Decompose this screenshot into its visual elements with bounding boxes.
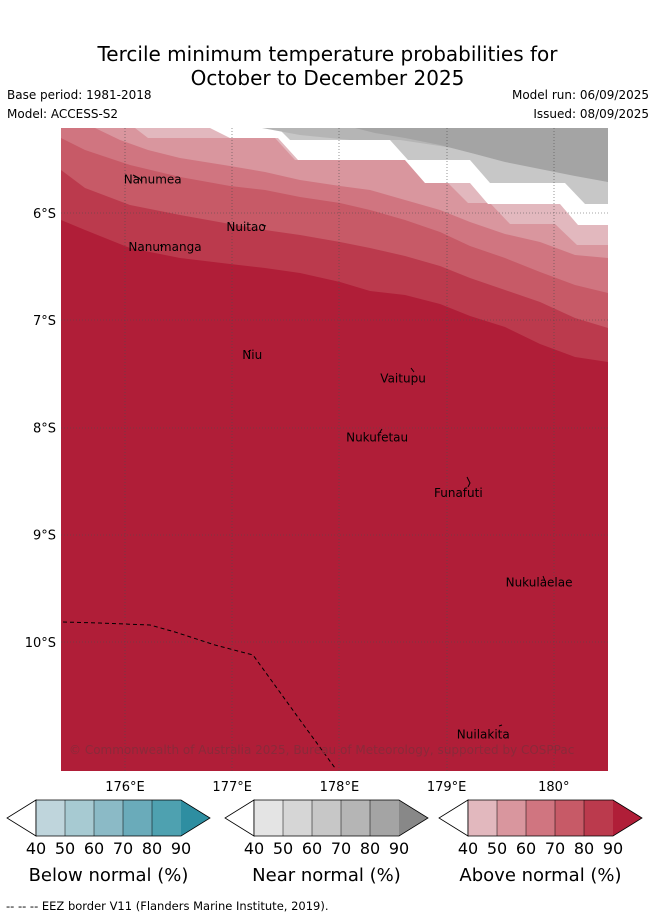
colorbar-max-extend <box>399 800 428 836</box>
colorbar-min-extend <box>6 799 37 837</box>
colorbar-tick-label: 90 <box>171 839 191 858</box>
colorbar-max-extend <box>613 800 642 836</box>
colorbar-segment <box>584 800 613 836</box>
latitude-labels: 6°S 7°S 8°S 9°S 10°S <box>25 207 56 651</box>
colorbar-min-extend <box>224 799 255 837</box>
colorbar-segment <box>312 800 341 836</box>
graticule <box>61 128 608 771</box>
eez-legend: -- -- -- EEZ border V11 (Flanders Marine… <box>6 899 329 913</box>
colorbar-segment <box>468 800 497 836</box>
place-label: Funafuti <box>434 486 483 500</box>
place-label: Nanumanga <box>128 240 201 254</box>
issued-date: Issued: 08/09/2025 <box>533 107 649 121</box>
colorbar-segment <box>94 800 123 836</box>
colorbar-title: Below normal (%) <box>29 865 189 886</box>
lat-tick-label: 6°S <box>33 207 56 222</box>
colorbar-tick-label: 80 <box>142 839 162 858</box>
model-run: Model run: 06/09/2025 <box>511 88 649 102</box>
colorbar-tick-label: 70 <box>545 839 565 858</box>
colorbars: 40 50 60 70 80 90 Below normal (%) 40 50 60 70 80 90… <box>6 799 643 886</box>
place-label: Niu <box>242 348 262 362</box>
colorbar-near: 40 50 60 70 80 90 Near normal (%) <box>224 799 429 886</box>
place-labels: Nanumea Nanumanga Nuitao Niu Vaitupu Nukufeta… <box>124 173 573 742</box>
place-label: Nukulaelae <box>506 575 573 589</box>
lon-tick-label: 177°E <box>212 780 252 795</box>
model-name: Model: ACCESS-S2 <box>7 107 119 121</box>
colorbar-above: 40 50 60 70 80 90 Above normal (%) <box>438 799 643 886</box>
colorbar-tick-label: 60 <box>516 839 536 858</box>
colorbar-segment <box>497 800 526 836</box>
copyright-text: © Commonwealth of Australia 2025, Bureau… <box>69 743 574 757</box>
lon-tick-label: 179°E <box>427 780 467 795</box>
colorbar-tick-label: 90 <box>603 839 623 858</box>
lat-tick-label: 8°S <box>33 421 56 436</box>
eez-border-line <box>62 621 336 769</box>
colorbar-tick-label: 40 <box>26 839 46 858</box>
colorbar-tick-label: 70 <box>113 839 133 858</box>
lat-tick-label: 9°S <box>33 529 56 544</box>
eez-legend-text: -- EEZ border V11 (Flanders Marine Insti… <box>29 899 329 913</box>
lon-tick-label: 180° <box>538 780 569 795</box>
colorbar-tick-label: 40 <box>458 839 478 858</box>
colorbar-tick-label: 60 <box>84 839 104 858</box>
place-label: Nukufetau <box>346 431 408 445</box>
place-label: Nanumea <box>124 173 182 187</box>
colorbar-tick-label: 60 <box>302 839 322 858</box>
colorbar-min-extend <box>438 799 469 837</box>
lon-tick-label: 176°E <box>105 780 145 795</box>
colorbar-tick-label: 80 <box>360 839 380 858</box>
place-label: Vaitupu <box>380 372 426 386</box>
colorbar-segment <box>341 800 370 836</box>
colorbar-segment <box>370 800 399 836</box>
colorbar-title: Near normal (%) <box>252 865 401 886</box>
lat-tick-label: 10°S <box>25 636 56 651</box>
colorbar-segment <box>65 800 94 836</box>
colorbar-segment <box>123 800 152 836</box>
colorbar-max-extend <box>181 800 210 836</box>
colorbar-tick-label: 50 <box>55 839 75 858</box>
colorbar-segment <box>36 800 65 836</box>
place-label: Nuilakita <box>457 727 510 741</box>
title-line-1: Tercile minimum temperature probabilitie… <box>97 42 558 66</box>
base-period: Base period: 1981-2018 <box>7 88 152 102</box>
colorbar-outline <box>467 799 643 837</box>
near-normal-60-region <box>355 128 608 182</box>
title-line-2: October to December 2025 <box>190 66 465 90</box>
colorbar-tick-label: 50 <box>273 839 293 858</box>
colorbar-outline <box>35 799 211 837</box>
colorbar-title: Above normal (%) <box>459 865 621 886</box>
colorbar-segment <box>152 800 181 836</box>
colorbar-tick-label: 70 <box>331 839 351 858</box>
colorbar-segment <box>283 800 312 836</box>
colorbar-segment <box>254 800 283 836</box>
colorbar-tick-label: 50 <box>487 839 507 858</box>
lat-tick-label: 7°S <box>33 314 56 329</box>
lon-tick-label: 178°E <box>320 780 360 795</box>
eez-legend-symbol: -- -- <box>6 899 27 913</box>
colorbar-outline <box>253 799 429 837</box>
colorbar-tick-label: 90 <box>389 839 409 858</box>
probability-map <box>61 128 608 771</box>
longitude-labels: 176°E 177°E 178°E 179°E 180° <box>105 780 569 795</box>
colorbar-segment <box>526 800 555 836</box>
island-markers <box>132 174 546 727</box>
place-label: Nuitao <box>226 220 265 234</box>
colorbar-tick-label: 40 <box>244 839 264 858</box>
colorbar-segment <box>555 800 584 836</box>
colorbar-tick-label: 80 <box>574 839 594 858</box>
colorbar-below: 40 50 60 70 80 90 Below normal (%) <box>6 799 211 886</box>
